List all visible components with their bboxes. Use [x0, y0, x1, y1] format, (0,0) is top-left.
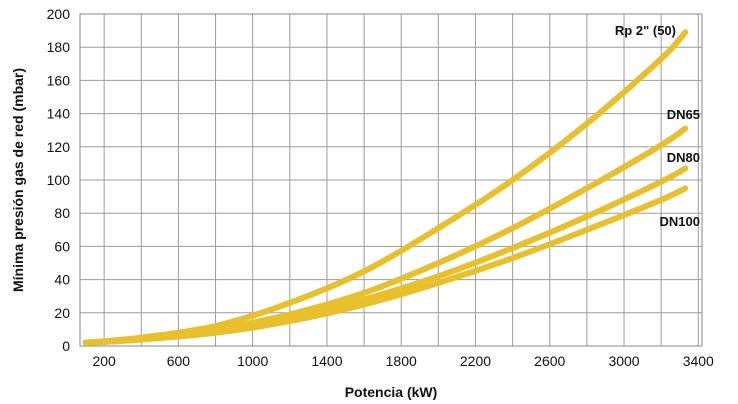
y-axis-title: Mínima presión gas de red (mbar)	[10, 68, 26, 292]
series-line-3	[82, 185, 689, 346]
y-tick-label-4: 80	[54, 205, 70, 221]
x-tick-label-5: 2200	[460, 353, 491, 369]
plot-border	[79, 13, 703, 347]
y-tick-label-7: 140	[47, 106, 71, 122]
x-axis-title: Potencia (kW)	[345, 384, 438, 400]
series-label-rp2: Rp 2" (50)	[615, 23, 676, 38]
x-tick-label-6: 2600	[534, 353, 565, 369]
series-lines	[82, 29, 689, 346]
y-tick-label-3: 60	[54, 238, 70, 254]
series-label-dn65: DN65	[667, 107, 700, 122]
y-tick-labels: 0 20 40 60 80 100 120 140 160 180 200	[47, 6, 71, 354]
y-tick-label-8: 160	[47, 72, 71, 88]
y-tick-label-6: 120	[47, 139, 71, 155]
y-tick-label-2: 40	[54, 272, 70, 288]
y-tick-label-0: 0	[62, 338, 70, 354]
series-label-dn80: DN80	[667, 150, 700, 165]
x-tick-label-3: 1400	[311, 353, 342, 369]
x-tick-labels: 200 600 1000 1400 1800 2200 2600 3000 3400	[92, 353, 714, 369]
x-tick-label-0: 200	[92, 353, 116, 369]
y-tick-label-10: 200	[47, 6, 71, 22]
series-label-dn100: DN100	[660, 214, 700, 229]
series-labels: Rp 2" (50) DN65 DN80 DN100	[615, 23, 700, 229]
x-tick-label-4: 1800	[386, 353, 417, 369]
y-tick-label-5: 100	[47, 172, 71, 188]
x-tick-label-7: 3000	[608, 353, 639, 369]
x-tick-label-8: 3400	[683, 353, 714, 369]
x-tick-label-2: 1000	[237, 353, 268, 369]
y-tick-label-1: 20	[54, 305, 70, 321]
x-tick-label-1: 600	[167, 353, 191, 369]
y-tick-label-9: 180	[47, 39, 71, 55]
